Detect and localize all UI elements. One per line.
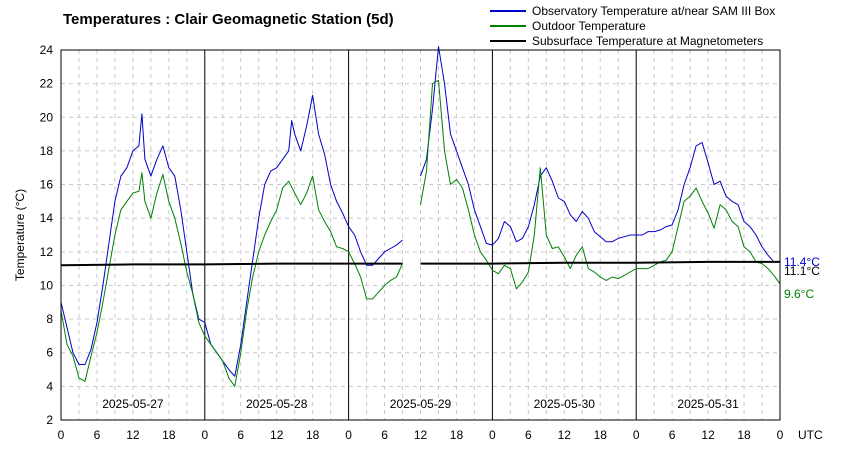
- x-tick-label: 6: [237, 428, 244, 442]
- x-tick-label: 6: [381, 428, 388, 442]
- labels: 2025-05-27 2025-05-28 2025-05-29 2025-05-30…: [102, 255, 820, 411]
- series-line-1: [60, 94, 403, 377]
- x-tick-label: 12: [701, 428, 715, 442]
- x-tick-label: 18: [306, 428, 320, 442]
- series-line-2: [60, 172, 403, 387]
- day-label: 2025-05-29: [390, 397, 452, 411]
- x-tick-label: 0: [489, 428, 496, 442]
- x-tick-label: 12: [126, 428, 140, 442]
- x-tick-label: 0: [345, 428, 352, 442]
- day-label: 2025-05-27: [102, 397, 164, 411]
- y-tick-label: 8: [46, 312, 53, 326]
- series-line-3: [60, 262, 403, 267]
- y-tick-label: 24: [40, 43, 54, 57]
- end-value-label-2: 9.6°C: [784, 287, 814, 301]
- x-tick-label: 18: [737, 428, 751, 442]
- x-axis-label: UTC: [798, 428, 823, 442]
- series-line-3: [420, 260, 780, 265]
- end-value-label-1: 11.4°C: [784, 255, 820, 269]
- legend-label-2: Outdoor Temperature: [532, 19, 646, 33]
- y-tick-label: 4: [46, 379, 53, 393]
- y-tick-label: 18: [40, 144, 54, 158]
- x-tick-label: 0: [777, 428, 784, 442]
- x-tick-label: 18: [162, 428, 176, 442]
- x-tick-label: 18: [594, 428, 608, 442]
- x-tick-label: 6: [94, 428, 101, 442]
- legend-label-1: Observatory Temperature at/near SAM III …: [532, 4, 775, 18]
- x-tick-label: 0: [58, 428, 65, 442]
- plot-frame: [60, 49, 781, 421]
- grid: [61, 50, 780, 420]
- day-label: 2025-05-28: [246, 397, 308, 411]
- end-value-label-3: 11.1°C: [784, 264, 820, 278]
- y-tick-label: 22: [40, 77, 54, 91]
- y-tick-label: 20: [40, 110, 54, 124]
- x-tick-label: 12: [414, 428, 428, 442]
- y-tick-label: 16: [40, 178, 54, 192]
- x-tick-label: 6: [669, 428, 676, 442]
- y-tick-label: 12: [40, 245, 54, 259]
- series-line-1: [420, 46, 775, 263]
- y-tick-label: 10: [40, 278, 54, 292]
- legend-label-3: Subsurface Temperature at Magnetometers: [532, 34, 763, 48]
- day-label: 2025-05-30: [534, 397, 596, 411]
- series-lines: [60, 46, 781, 387]
- y-tick-label: 14: [40, 211, 54, 225]
- x-tick-label: 12: [558, 428, 572, 442]
- y-tick-label: 6: [46, 346, 53, 360]
- x-tick-label: 6: [525, 428, 532, 442]
- day-label: 2025-05-31: [677, 397, 739, 411]
- x-tick-label: 12: [270, 428, 284, 442]
- series-line-2: [420, 79, 781, 290]
- y-tick-label: 2: [46, 413, 53, 427]
- chart-title: Temperatures : Clair Geomagnetic Station…: [63, 11, 394, 28]
- x-tick-label: 0: [201, 428, 208, 442]
- x-tick-label: 18: [450, 428, 464, 442]
- x-tick-label: 0: [633, 428, 640, 442]
- y-axis-label: Temperature (°C): [13, 189, 27, 281]
- legend: Observatory Temperature at/near SAM III …: [490, 4, 775, 48]
